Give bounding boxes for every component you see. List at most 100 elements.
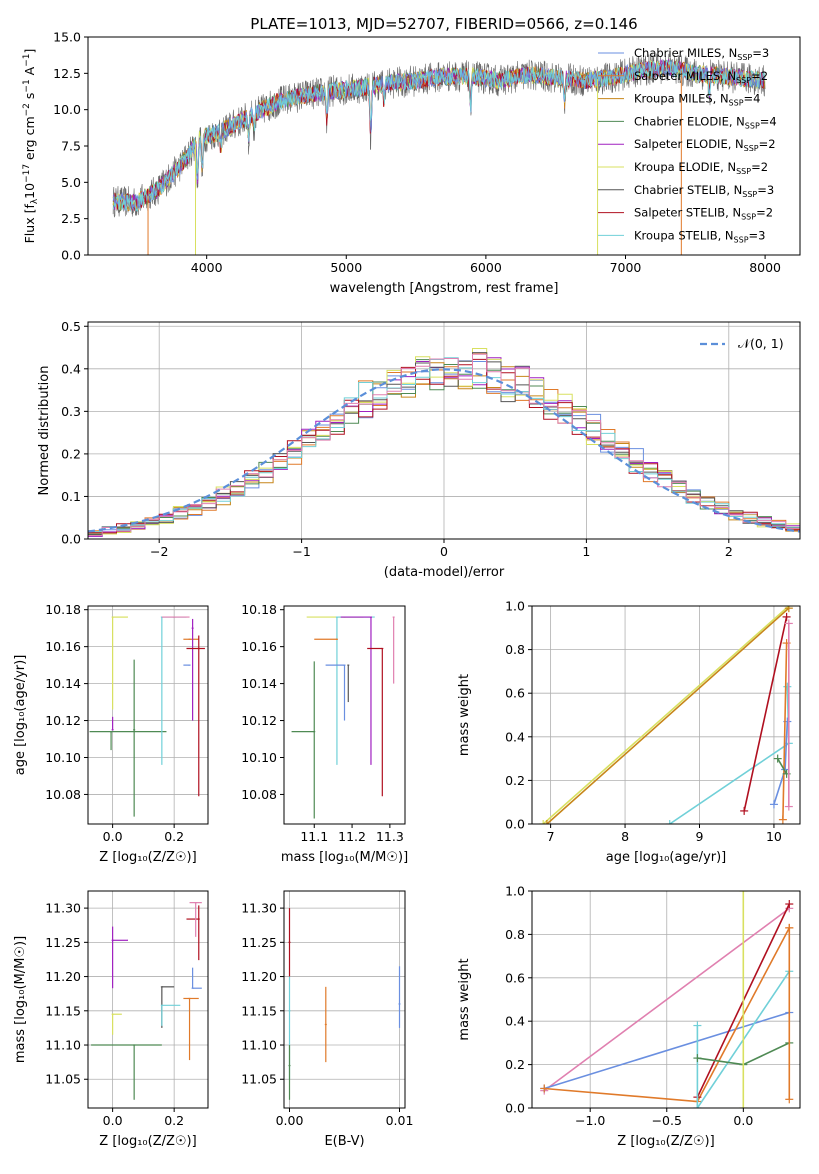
y-tick-label: 11.15 [241, 1003, 277, 1018]
x-axis-label: Z [log₁₀(Z/Z☉)] [99, 1134, 196, 1149]
y-tick-label: 10.12 [45, 713, 81, 728]
weight-line [782, 643, 788, 820]
y-tick-label: 0.0 [505, 1101, 525, 1116]
x-axis-label: wavelength [Angstrom, rest frame] [330, 281, 559, 296]
x-axis-label: mass [log₁₀(M/M☉)] [281, 850, 408, 865]
y-tick-label: 12.5 [53, 66, 81, 81]
panel-weight_vs_Z: −1.0 −0.5 0.0 0.0 0.2 0.4 0.6 0.8 1.0 Z [log₁₀(Z/… [457, 884, 801, 1149]
plot-area [540, 891, 794, 1108]
plot-area [89, 616, 205, 817]
legend-entry: Kroupa MILES, NSSP=4 [634, 92, 760, 108]
axes-frame [87, 321, 801, 540]
weight-line [544, 1011, 790, 1090]
model-line [112, 59, 766, 213]
y-tick-label: 10.18 [45, 602, 81, 617]
y-tick-label: 0.4 [61, 361, 81, 376]
x-tick-label: 5000 [330, 260, 362, 275]
legend: Chabrier MILES, NSSP=3 Salpeter MILES, NS… [598, 46, 777, 244]
panel-age_vs_Z: 0.0 0.2 10.08 10.10 10.12 10.14 10.16 10.18 Z [l… [13, 602, 209, 865]
y-tick-label: 11.25 [241, 935, 277, 950]
panel-spectrum: 4000 5000 6000 7000 8000 0.0 2.5 5.0 7.5 10.0 12.5… [22, 30, 801, 296]
y-tick-label: 11.25 [45, 935, 81, 950]
x-axis-label: age [log₁₀(age/yr)] [606, 850, 727, 865]
axes-frame [87, 36, 801, 256]
y-tick-label: 0.0 [61, 532, 81, 547]
y-tick-label: 10.16 [45, 639, 81, 654]
y-tick-label: 0.2 [505, 1057, 525, 1072]
x-tick-label: −2 [150, 544, 168, 559]
plot-area [88, 348, 800, 537]
y-tick-label: 5.0 [61, 175, 81, 190]
panel-mass_vs_Z: 0.0 0.2 11.05 11.10 11.15 11.20 11.25 11.30 Z [l… [13, 890, 209, 1149]
y-tick-label: 10.10 [45, 750, 81, 765]
legend-entry: Chabrier ELODIE, NSSP=4 [634, 114, 777, 130]
x-tick-label: 0.00 [276, 1113, 304, 1128]
x-axis-label: (data-model)/error [384, 565, 505, 580]
y-tick-label: 0.8 [505, 927, 525, 942]
weight-line [543, 907, 790, 1092]
y-tick-label: 11.15 [45, 1003, 81, 1018]
x-axis-label: E(B-V) [324, 1134, 364, 1149]
y-tick-label: 10.18 [241, 602, 277, 617]
axes-frame [87, 890, 209, 1109]
x-tick-label: 7000 [610, 260, 642, 275]
normal-curve [88, 368, 800, 533]
x-axis-label: Z [log₁₀(Z/Z☉)] [99, 850, 196, 865]
y-tick-label: 0.8 [505, 642, 525, 657]
weight-line [777, 758, 788, 775]
x-tick-label: 10 [766, 829, 782, 844]
y-tick-label: 0.5 [61, 319, 81, 334]
y-tick-label: 0.2 [505, 773, 525, 788]
x-tick-label: 7 [547, 829, 555, 844]
x-tick-label: 0.01 [386, 1113, 414, 1128]
y-tick-label: 11.05 [45, 1072, 81, 1087]
x-tick-label: 11.1 [300, 829, 328, 844]
figure-title: PLATE=1013, MJD=52707, FIBERID=0566, z=0… [250, 15, 637, 33]
weight-line [542, 606, 790, 824]
legend-entry: Salpeter MILES, NSSP=2 [634, 69, 768, 85]
panel-residuals: −2 −1 0 1 2 0.0 0.1 0.2 0.3 0.4 0.5 (data-model)/er… [37, 319, 801, 580]
y-axis-label: mass weight [457, 674, 472, 756]
panel-mass_vs_ebv: 0.00 0.01 11.05 11.10 11.15 11.20 11.25 11.30 E(… [241, 890, 414, 1149]
y-tick-label: 10.08 [241, 787, 277, 802]
y-tick-label: 2.5 [61, 211, 81, 226]
weight-line [546, 607, 790, 824]
x-tick-label: 6000 [470, 260, 502, 275]
panel-weight_vs_age: 7 8 9 10 0.0 0.2 0.4 0.6 0.8 1.0 age [log₁₀(age/yr… [457, 599, 801, 865]
x-tick-label: 1 [582, 544, 590, 559]
plot-area [112, 53, 766, 255]
y-axis-label: age [log₁₀(age/yr)] [13, 655, 28, 776]
x-axis-label: Z [log₁₀(Z/Z☉)] [617, 1134, 714, 1149]
y-tick-label: 0.0 [505, 817, 525, 832]
legend-entry: 𝒩(0, 1) [738, 336, 784, 351]
x-tick-label: 11.3 [376, 829, 404, 844]
y-tick-label: 11.30 [45, 901, 81, 916]
y-tick-label: 11.10 [45, 1038, 81, 1053]
y-tick-label: 0.1 [61, 489, 81, 504]
y-tick-label: 0.6 [505, 970, 525, 985]
x-tick-label: −1 [292, 544, 310, 559]
panel-age_vs_mass: 11.1 11.2 11.3 10.08 10.10 10.12 10.14 10.16 10.… [241, 602, 408, 865]
y-axis-label: mass [log₁₀(M/M☉)] [13, 936, 28, 1063]
y-axis-label: Normed distribution [37, 366, 52, 496]
legend-entry: Chabrier STELIB, NSSP=3 [634, 183, 774, 199]
model-line [112, 59, 766, 211]
y-axis-label: Flux [fλ10−17 erg cm−2 s−1 A−1] [22, 49, 40, 244]
x-tick-label: 0.2 [164, 829, 184, 844]
x-tick-label: 2 [725, 544, 733, 559]
weight-line [696, 970, 790, 1108]
y-tick-label: 10.16 [241, 639, 277, 654]
grid [284, 891, 405, 1108]
x-tick-label: 8000 [749, 260, 781, 275]
y-tick-label: 0.2 [61, 446, 81, 461]
y-axis-label: mass weight [457, 958, 472, 1040]
x-tick-label: 0.0 [103, 1113, 123, 1128]
legend-entry: Kroupa STELIB, NSSP=3 [634, 228, 765, 244]
y-tick-label: 1.0 [505, 599, 525, 614]
y-tick-label: 11.05 [241, 1072, 277, 1087]
y-tick-label: 0.6 [505, 686, 525, 701]
x-tick-label: 11.2 [338, 829, 366, 844]
y-tick-label: 11.20 [45, 969, 81, 984]
y-tick-label: 0.4 [505, 729, 525, 744]
